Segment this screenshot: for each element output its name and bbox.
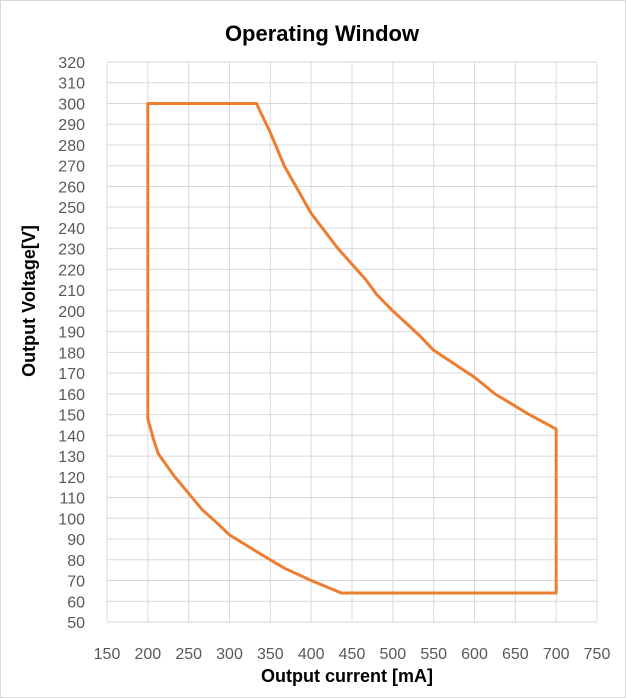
y-tick-label: 50: [67, 615, 85, 632]
y-tick-label: 150: [58, 408, 85, 425]
y-tick-label: 190: [58, 325, 85, 342]
x-axis-label: Output current [mA]: [261, 666, 433, 686]
y-tick-label: 180: [58, 345, 85, 362]
chart-title: Operating Window: [225, 21, 420, 46]
y-tick-label: 220: [58, 262, 85, 279]
y-tick-label: 320: [58, 55, 85, 72]
y-tick-label: 80: [67, 553, 85, 570]
y-tick-label: 250: [58, 200, 85, 217]
y-tick-label: 230: [58, 242, 85, 259]
y-tick-label: 100: [58, 511, 85, 528]
y-tick-label: 160: [58, 387, 85, 404]
grid-lines: [106, 61, 598, 623]
y-tick-label: 210: [58, 283, 85, 300]
y-tick-label: 60: [67, 594, 85, 611]
series-layer: [146, 101, 558, 595]
x-tick-label: 600: [461, 646, 488, 663]
y-tick-label: 200: [58, 304, 85, 321]
x-tick-label: 550: [420, 646, 447, 663]
y-tick-label: 120: [58, 470, 85, 487]
y-tick-label: 90: [67, 532, 85, 549]
x-tick-label: 650: [502, 646, 529, 663]
y-tick-label: 240: [58, 221, 85, 238]
y-tick-label: 140: [58, 428, 85, 445]
y-tick-label: 110: [59, 491, 85, 508]
x-tick-label: 500: [379, 646, 406, 663]
tick-labels: 150 200 250 300 350 400 450 500 550 600 650 700 750 5…: [58, 55, 610, 663]
x-tick-label: 300: [216, 646, 243, 663]
y-tick-label: 310: [58, 76, 85, 93]
x-tick-label: 250: [175, 646, 202, 663]
y-tick-label: 270: [58, 159, 85, 176]
x-tick-label: 700: [543, 646, 570, 663]
x-tick-label: 150: [94, 646, 121, 663]
x-tick-label: 400: [298, 646, 325, 663]
operating-window-line: [146, 101, 558, 595]
x-tick-label: 450: [339, 646, 366, 663]
y-tick-label: 260: [58, 179, 85, 196]
y-tick-label: 130: [58, 449, 85, 466]
x-tick-label: 350: [257, 646, 284, 663]
x-tick-label: 200: [134, 646, 161, 663]
y-tick-label: 170: [58, 366, 85, 383]
y-tick-label: 300: [58, 96, 85, 113]
y-tick-label: 280: [58, 138, 85, 155]
x-tick-label: 750: [584, 646, 611, 663]
y-tick-label: 70: [67, 574, 85, 591]
y-axis-label: Output Voltage[V]: [19, 225, 39, 377]
y-tick-label: 290: [58, 117, 85, 134]
